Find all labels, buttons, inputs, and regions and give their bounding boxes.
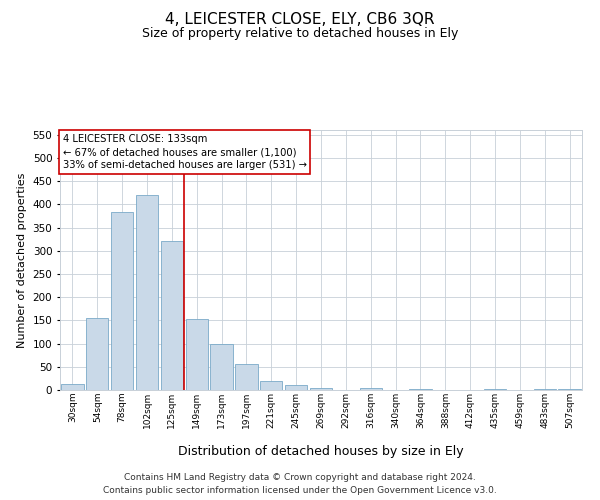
Bar <box>136 195 158 390</box>
Bar <box>359 388 382 390</box>
Text: 4 LEICESTER CLOSE: 133sqm
← 67% of detached houses are smaller (1,100)
33% of se: 4 LEICESTER CLOSE: 133sqm ← 67% of detac… <box>62 134 307 170</box>
Bar <box>260 380 283 390</box>
Bar <box>185 319 208 390</box>
Bar <box>86 318 109 390</box>
Bar <box>235 364 257 390</box>
Bar <box>61 384 83 390</box>
Bar <box>559 389 581 390</box>
Bar <box>211 344 233 390</box>
Bar <box>409 388 431 390</box>
Bar <box>161 240 183 390</box>
Text: Size of property relative to detached houses in Ely: Size of property relative to detached ho… <box>142 28 458 40</box>
Text: Distribution of detached houses by size in Ely: Distribution of detached houses by size … <box>178 444 464 458</box>
Bar <box>111 212 133 390</box>
Bar <box>285 386 307 390</box>
Bar <box>310 388 332 390</box>
Y-axis label: Number of detached properties: Number of detached properties <box>17 172 27 348</box>
Text: 4, LEICESTER CLOSE, ELY, CB6 3QR: 4, LEICESTER CLOSE, ELY, CB6 3QR <box>165 12 435 28</box>
Text: Contains HM Land Registry data © Crown copyright and database right 2024.
Contai: Contains HM Land Registry data © Crown c… <box>103 474 497 495</box>
Bar <box>533 388 556 390</box>
Bar <box>484 389 506 390</box>
